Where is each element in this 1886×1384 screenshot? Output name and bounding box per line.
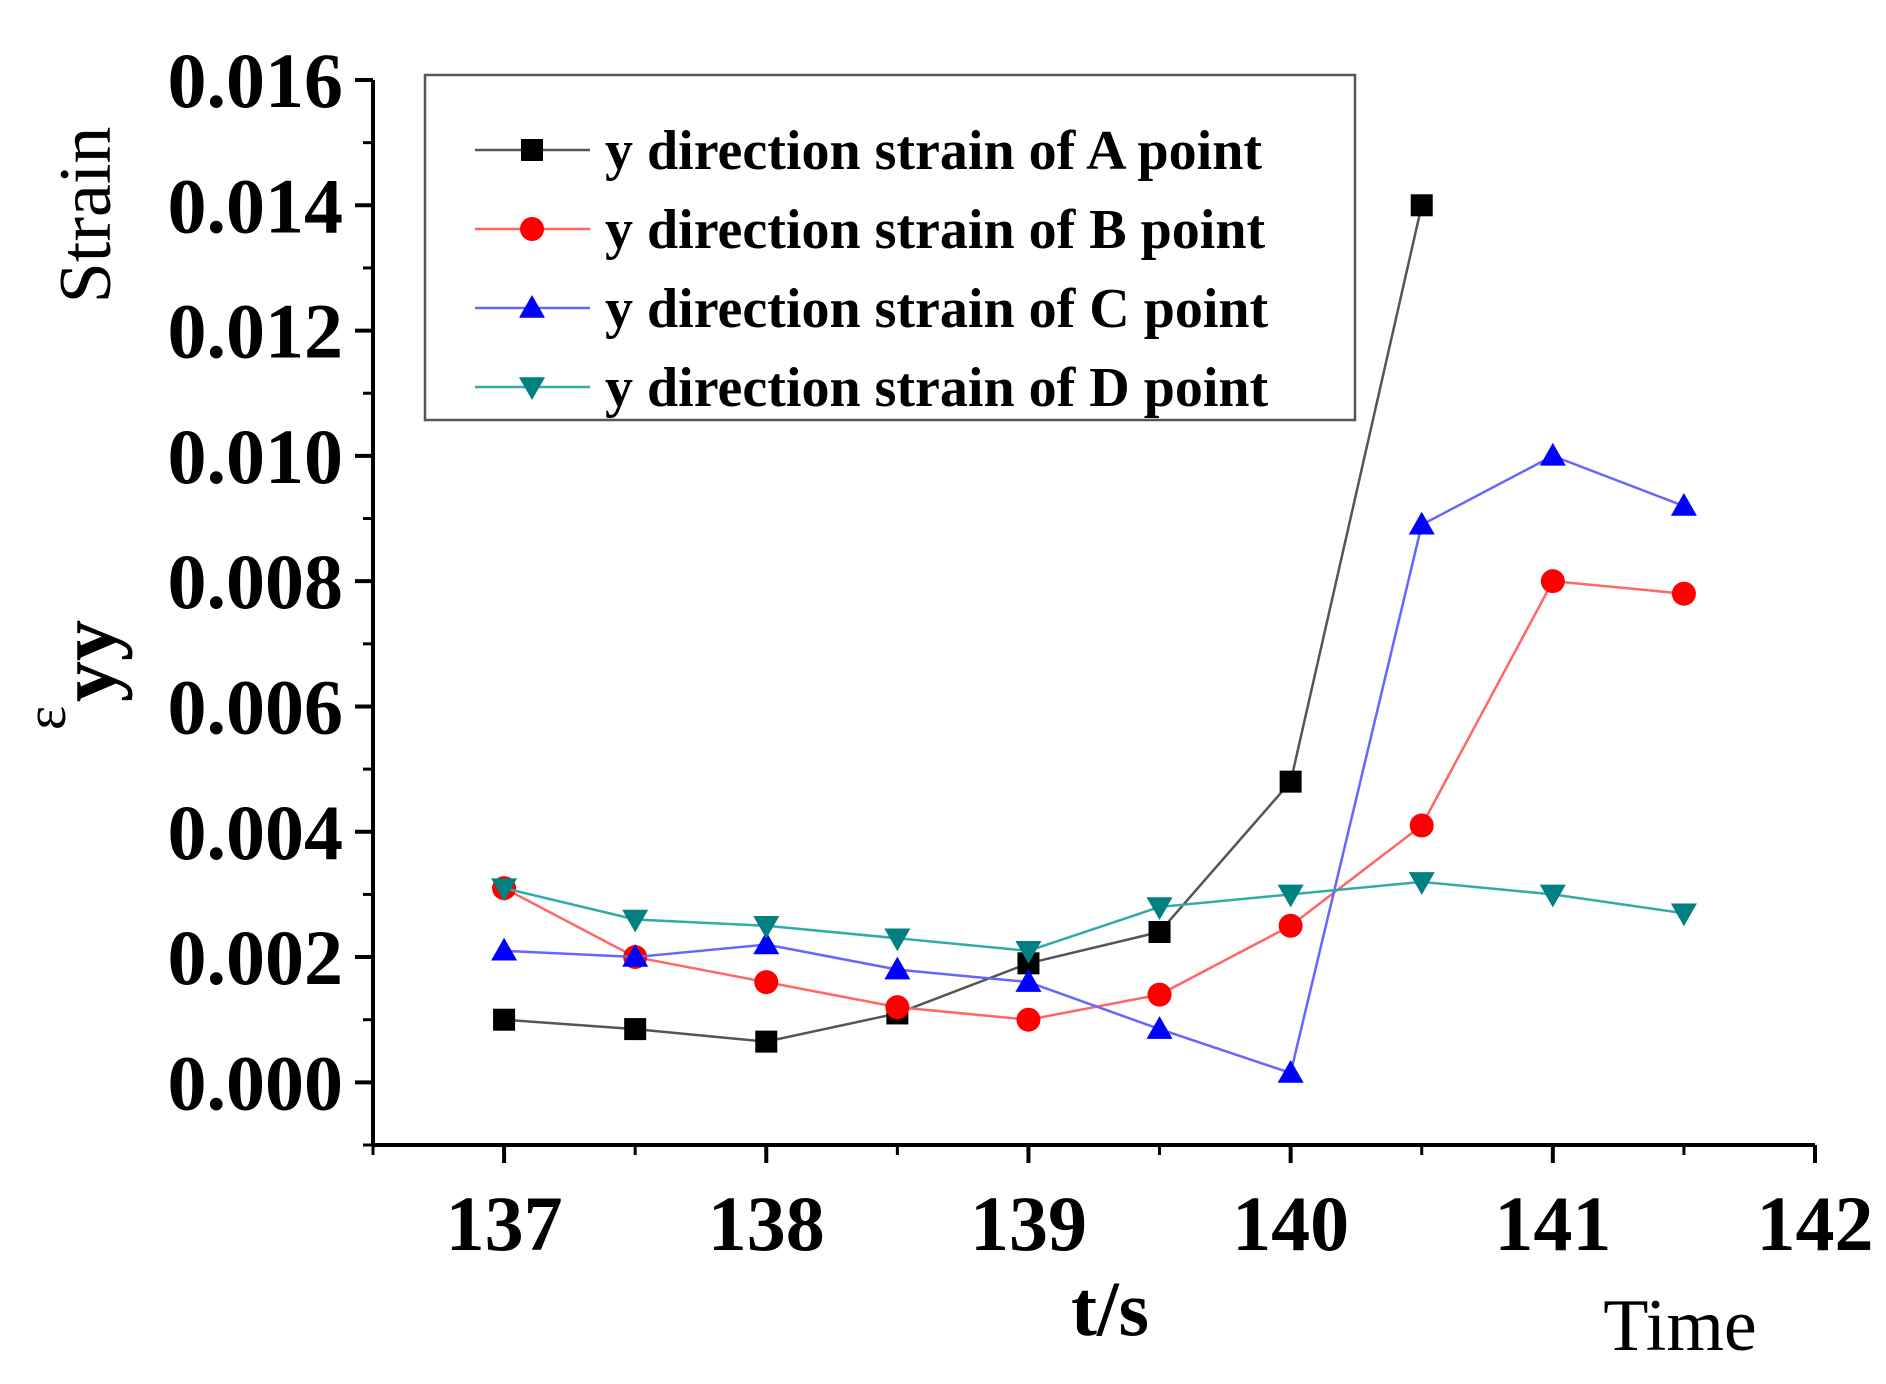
data-point-d xyxy=(1146,897,1173,920)
data-point-d xyxy=(1670,903,1697,927)
data-point-b xyxy=(1671,581,1696,606)
legend-item-c: y direction strain of C point xyxy=(475,278,1269,340)
data-point-d xyxy=(1015,941,1042,964)
data-point-b xyxy=(1540,569,1565,594)
series-line-d xyxy=(503,880,1685,953)
y-axis-title-symbol: ε xyxy=(13,706,78,730)
legend-label: y direction strain of B point xyxy=(605,199,1265,261)
x-axis-title: t/s xyxy=(1071,1265,1149,1352)
series-line-c xyxy=(504,454,1685,1075)
legend: y direction strain of A point y direction… xyxy=(423,73,1357,422)
series-b xyxy=(492,569,1696,1032)
data-point-c xyxy=(1539,442,1566,466)
y-axis-title: yy ε xyxy=(13,620,133,730)
data-point-d xyxy=(1408,872,1435,895)
data-point-c xyxy=(1146,1016,1173,1039)
data-point-b xyxy=(1409,813,1434,838)
data-point-a xyxy=(624,1018,647,1041)
y-tick-label: 0.006 xyxy=(168,663,344,750)
data-point-a xyxy=(1279,770,1302,793)
y-tick-label: 0.002 xyxy=(168,914,344,1001)
legend-item-a: y direction strain of A point xyxy=(475,120,1262,182)
data-point-c xyxy=(1408,511,1435,535)
data-point-c xyxy=(884,956,911,980)
legend-item-b: y direction strain of B point xyxy=(475,199,1265,261)
side-label-time: Time xyxy=(1603,1285,1757,1367)
y-tick-label: 0.010 xyxy=(168,413,344,500)
data-point-c xyxy=(1277,1059,1304,1083)
y-tick-label: 0.014 xyxy=(168,162,344,249)
series-line-a xyxy=(504,205,1423,1043)
legend-marker xyxy=(521,139,543,161)
y-tick-label: 0.012 xyxy=(168,288,344,375)
data-point-d xyxy=(491,878,518,902)
data-point-b xyxy=(1278,913,1303,938)
axes: 0.000 0.002 0.004 0.006 0.008 0.010 0.012 0.014… xyxy=(168,37,1874,1267)
data-point-b xyxy=(1016,1007,1041,1032)
labels: t/s Time Strain yy ε xyxy=(13,127,1757,1367)
data-point-a xyxy=(1148,921,1171,943)
legend-label: y direction strain of D point xyxy=(605,357,1269,419)
y-axis-title-subscript: yy xyxy=(42,620,133,702)
x-tick-label: 141 xyxy=(1494,1180,1611,1267)
data-point-c xyxy=(1670,493,1697,516)
data-point-c xyxy=(491,937,518,961)
series-layer xyxy=(491,194,1697,1083)
data-point-d xyxy=(753,915,780,939)
data-point-a xyxy=(1410,194,1433,217)
legend-box xyxy=(423,73,1357,422)
data-point-b xyxy=(1147,982,1172,1007)
x-tick-label: 137 xyxy=(446,1180,563,1267)
series-c xyxy=(491,442,1697,1083)
data-point-d xyxy=(1277,884,1304,908)
data-point-b xyxy=(754,970,779,995)
data-point-d xyxy=(1539,884,1566,908)
y-tick-label: 0.000 xyxy=(168,1039,344,1126)
x-tick-label: 140 xyxy=(1232,1180,1349,1267)
legend-marker xyxy=(520,217,544,241)
data-point-d xyxy=(622,909,649,933)
legend-item-d: y direction strain of D point xyxy=(475,357,1269,419)
side-label-strain: Strain xyxy=(45,127,127,304)
legend-label: y direction strain of C point xyxy=(605,278,1269,340)
data-point-b xyxy=(885,995,910,1020)
series-d xyxy=(491,872,1697,964)
legend-marker xyxy=(519,295,545,318)
data-point-a xyxy=(493,1008,516,1031)
data-point-a xyxy=(755,1030,778,1053)
data-point-c xyxy=(622,944,649,967)
legend-label: y direction strain of A point xyxy=(605,120,1262,182)
y-tick-label: 0.008 xyxy=(168,538,344,625)
y-tick-label: 0.016 xyxy=(168,37,344,124)
data-point-c xyxy=(1015,969,1042,992)
x-tick-label: 139 xyxy=(970,1180,1087,1267)
legend-marker xyxy=(519,377,545,400)
y-tick-label: 0.004 xyxy=(168,789,344,876)
data-point-d xyxy=(884,928,911,952)
series-line-b xyxy=(503,579,1685,1021)
x-tick-label: 138 xyxy=(708,1180,825,1267)
data-point-c xyxy=(753,931,780,955)
x-tick-label: 142 xyxy=(1757,1180,1874,1267)
